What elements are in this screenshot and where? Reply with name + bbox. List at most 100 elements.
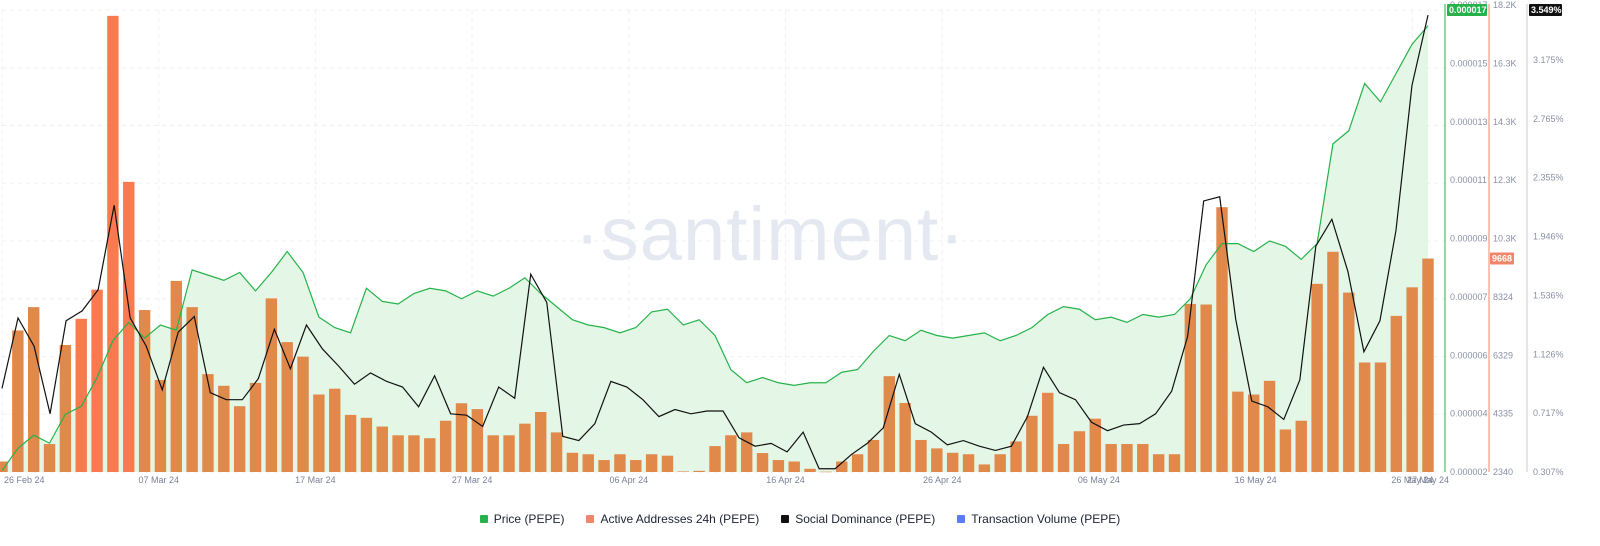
legend-item-active-addresses[interactable]: Active Addresses 24h (PEPE) (586, 512, 759, 526)
addresses-axis-tick: 12.3K (1493, 175, 1517, 185)
bar-active-addresses (1422, 258, 1434, 472)
addresses-last-value-badge: 9668 (1492, 254, 1512, 264)
price-axis-tick: 0.000009 (1450, 234, 1488, 244)
bar-active-addresses (550, 432, 563, 472)
bar-active-addresses (867, 439, 880, 472)
bar-active-addresses (1121, 444, 1133, 472)
bar-active-addresses (329, 388, 341, 472)
bar-active-addresses (360, 417, 373, 472)
dominance-axis-tick: 2.355% (1533, 173, 1564, 183)
bar-active-addresses (1327, 251, 1339, 472)
bar-active-addresses (1137, 444, 1149, 472)
bar-active-addresses (154, 379, 167, 472)
bar-active-addresses (12, 330, 24, 472)
bar-active-addresses (931, 448, 943, 472)
price-axis-tick: 0.000004 (1450, 409, 1488, 419)
bar-active-addresses (344, 414, 357, 472)
bar-active-addresses (630, 460, 642, 472)
legend-label-active-addresses: Active Addresses 24h (PEPE) (600, 512, 760, 526)
bar-active-addresses (978, 464, 991, 472)
bar-active-addresses (677, 471, 690, 472)
bar-active-addresses (0, 461, 8, 472)
price-last-value-badge-bg (1447, 4, 1487, 16)
x-tick-label: 06 May 24 (1078, 475, 1120, 485)
bar-active-addresses (1168, 454, 1181, 472)
x-tick-label: 26 Feb 24 (4, 475, 45, 485)
bar-active-addresses (804, 468, 816, 472)
bar-active-addresses (27, 307, 40, 472)
bar-active-addresses (756, 453, 769, 472)
x-tick-label: 07 Mar 24 (138, 475, 179, 485)
bar-active-addresses (1026, 415, 1038, 472)
bar-active-addresses (614, 454, 626, 472)
bar-active-addresses (1295, 420, 1307, 472)
legend: Price (PEPE) Active Addresses 24h (PEPE)… (0, 512, 1600, 526)
bar-active-addresses (1200, 304, 1212, 472)
bar-active-addresses (725, 435, 737, 472)
bar-active-addresses (1263, 380, 1276, 472)
price-line (1, 25, 1429, 472)
bar-active-addresses (1406, 287, 1418, 472)
price-axis-tick: 0.000011 (1450, 175, 1487, 185)
bar-active-addresses (186, 307, 198, 472)
x-axis-ticks: 26 Feb 24 07 Mar 24 17 Mar 24 27 Mar 24 06 A… (4, 475, 1449, 485)
bar-active-addresses (994, 454, 1006, 472)
dominance-axis-tick: 0.717% (1533, 408, 1564, 418)
bar-active-addresses (788, 461, 800, 472)
bar-active-addresses (43, 444, 56, 472)
x-tick-label: 27 May 24 (1407, 475, 1449, 485)
bar-active-addresses (566, 452, 579, 472)
bar-active-addresses (1089, 418, 1101, 472)
x-tick-label: 06 Apr 24 (610, 475, 649, 485)
bar-active-addresses (1358, 362, 1371, 472)
dominance-axis-tick: 1.126% (1533, 349, 1564, 359)
bar-active-addresses (1343, 292, 1355, 472)
bar-active-addresses (519, 423, 531, 472)
bar-active-addresses (503, 435, 515, 472)
x-tick-label: 26 Apr 24 (923, 475, 962, 485)
bar-active-addresses (75, 318, 87, 472)
price-area-layer (2, 25, 1428, 472)
legend-swatch-price (479, 515, 488, 523)
x-tick-label: 16 Apr 24 (766, 475, 805, 485)
addresses-axis-tick: 10.3K (1493, 234, 1517, 244)
bar-active-addresses (455, 403, 468, 472)
bar-active-addresses (408, 435, 420, 472)
bar-active-addresses (233, 406, 246, 472)
bar-active-addresses (883, 376, 895, 472)
addresses-axis-tick: 14.3K (1493, 117, 1517, 127)
legend-swatch-active-addresses (586, 515, 595, 523)
bar-active-addresses (249, 382, 262, 472)
bar-active-addresses (1216, 207, 1228, 472)
bar-active-addresses (1057, 444, 1070, 472)
bar-active-addresses (123, 181, 135, 472)
x-tick-label: 16 May 24 (1235, 475, 1277, 485)
bar-active-addresses (392, 435, 404, 472)
dominance-axis-tick: 3.175% (1533, 55, 1564, 65)
legend-item-transaction-volume[interactable]: Transaction Volume (PEPE) (957, 512, 1120, 526)
x-tick-label: 17 Mar 24 (295, 475, 336, 485)
price-axis-tick: 0.000013 (1450, 117, 1488, 127)
bar-active-addresses (265, 298, 278, 472)
dominance-axis-tick: 1.536% (1533, 290, 1564, 300)
bar-active-addresses (915, 439, 927, 472)
dominance-last-value-badge: 3.549% (1531, 5, 1562, 15)
bar-active-addresses (1042, 392, 1054, 472)
legend-label-social-dominance: Social Dominance (PEPE) (795, 512, 936, 526)
bar-active-addresses (740, 432, 753, 472)
legend-swatch-transaction-volume (957, 515, 966, 523)
x-tick-label: 26 May 24 (1391, 475, 1433, 485)
price-axis-tick: 0.000015 (1450, 58, 1488, 68)
legend-swatch-social-dominance (781, 515, 790, 523)
social-dominance-line (1, 14, 1429, 470)
legend-item-price[interactable]: Price (PEPE) (479, 512, 564, 526)
bar-active-addresses (471, 409, 484, 472)
price-last-value-badge: 0.000017 (1449, 5, 1487, 15)
bar-active-addresses (1105, 444, 1117, 472)
watermark: ·santiment· (574, 192, 965, 277)
legend-item-social-dominance[interactable]: Social Dominance (PEPE) (781, 512, 935, 526)
bar-active-addresses (1248, 394, 1260, 472)
addresses-axis-tick: 18.2K (1493, 0, 1517, 10)
bar-active-addresses (582, 454, 594, 472)
